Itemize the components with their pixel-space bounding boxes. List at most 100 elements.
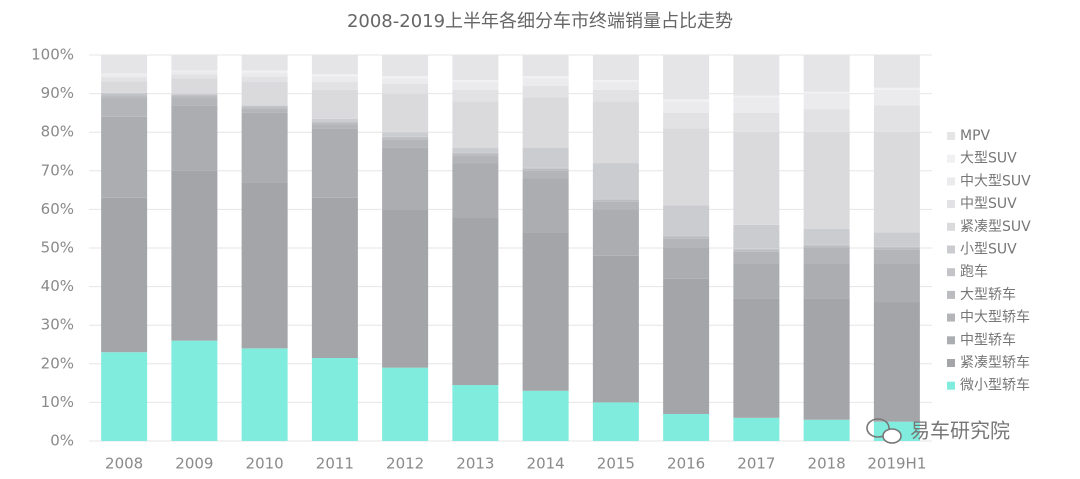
legend-swatch [947, 245, 955, 254]
bar-segment [101, 352, 148, 441]
bar-segment [663, 101, 710, 113]
bar-segment [311, 55, 358, 75]
bar-segment [382, 139, 429, 148]
bar-segment [382, 367, 429, 441]
legend-label: 紧凑型轿车 [960, 354, 1030, 371]
legend-label: 中大型轿车 [960, 309, 1030, 326]
bar-segment [452, 147, 499, 153]
bar-segment [522, 78, 569, 86]
bar-segment [382, 132, 429, 137]
bar-segment [241, 70, 288, 73]
bar-segment [241, 105, 288, 106]
bar-segment [733, 97, 780, 113]
bar-segment [803, 298, 850, 420]
bar-segment [522, 55, 569, 77]
legend-label: 中型轿车 [960, 331, 1016, 348]
bar-segment [522, 97, 569, 148]
bar-segment [592, 80, 639, 83]
bar-segment [873, 249, 920, 264]
bar-segment [733, 55, 780, 96]
bar-segment [101, 81, 148, 93]
chart-title: 2008-2019上半年各细分车市终端销量占比走势 [347, 11, 733, 32]
bar-segment [873, 302, 920, 422]
bar-segment [592, 55, 639, 81]
bar-segment [171, 71, 218, 75]
y-tick-label: 70% [41, 161, 74, 179]
bar-segment [733, 251, 780, 264]
bar-segment [663, 278, 710, 414]
bar-segment [101, 92, 148, 94]
legend-swatch [947, 290, 955, 299]
x-tick-label: 2009 [175, 455, 213, 473]
y-tick-label: 20% [41, 354, 74, 372]
legend-swatch [947, 132, 955, 140]
bar-segment [522, 390, 569, 441]
y-tick-label: 80% [41, 123, 74, 141]
bar-segment [171, 93, 218, 95]
bar-segment [803, 263, 850, 299]
bar-segment [803, 93, 850, 110]
bar-segment [663, 205, 710, 236]
bar-segment [592, 89, 639, 102]
bar-segment [452, 217, 499, 386]
bar-segment [522, 76, 569, 79]
bar-segment [101, 74, 148, 78]
bar-segment [873, 248, 920, 250]
bar-segment [171, 105, 218, 171]
bar-segment [382, 209, 429, 368]
x-tick-label: 2013 [456, 455, 494, 473]
bar-segment [803, 246, 850, 248]
bar-segment [873, 132, 920, 233]
bar-segment [873, 246, 920, 248]
legend-swatch [947, 222, 955, 231]
bar-segment [171, 78, 218, 94]
bar-segment [101, 197, 148, 353]
bar-segment [241, 182, 288, 349]
bar-segment [171, 55, 218, 71]
bar-segment [171, 74, 218, 79]
bar-segment [663, 55, 710, 100]
bar-segment [663, 128, 710, 206]
source-text: 易车研究院 [910, 419, 1010, 443]
bar-segment [171, 70, 218, 72]
legend-swatch [947, 268, 955, 277]
bar-segment [311, 74, 358, 77]
bar-segment [733, 248, 780, 250]
bar-segment [592, 82, 639, 90]
bar-segment [522, 170, 569, 179]
legend-label: MPV [960, 128, 991, 144]
legend-label: 紧凑型SUV [960, 218, 1031, 235]
bar-segment [311, 118, 358, 122]
bar-segment [733, 263, 780, 299]
bar-segment [873, 105, 920, 133]
x-tick-label: 2018 [808, 455, 846, 473]
bar-segment [311, 128, 358, 198]
x-tick-label: 2010 [246, 455, 284, 473]
bar-segment [733, 224, 780, 249]
bar-segment [803, 419, 850, 441]
bar-segment [663, 238, 710, 248]
bar-segment [241, 107, 288, 110]
bar-segment [522, 167, 569, 169]
y-tick-label: 90% [41, 84, 74, 102]
x-tick-label: 2015 [597, 455, 635, 473]
x-tick-label: 2011 [316, 455, 354, 473]
bar-segment [522, 85, 569, 98]
bar-segment [171, 95, 218, 98]
y-tick-label: 50% [41, 239, 74, 257]
y-tick-label: 100% [31, 46, 74, 64]
bar-segment [311, 197, 358, 359]
bar-segment [452, 155, 499, 164]
y-tick-label: 0% [50, 432, 74, 450]
bar-segment [522, 232, 569, 391]
bar-segment [452, 153, 499, 156]
bar-segment [873, 87, 920, 90]
y-tick-label: 60% [41, 200, 74, 218]
legend-label: 中型SUV [960, 196, 1017, 212]
bar-segment [382, 55, 429, 77]
bar-segment [663, 413, 710, 441]
legend-label: 微小型轿车 [960, 377, 1030, 394]
legend-swatch [947, 154, 955, 163]
bar-segment [873, 55, 920, 88]
